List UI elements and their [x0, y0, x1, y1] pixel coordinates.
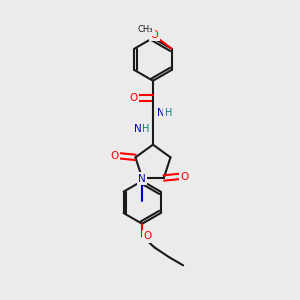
Text: N: N [134, 124, 141, 134]
Text: H: H [142, 124, 149, 134]
Text: O: O [143, 231, 152, 241]
Text: CH₃: CH₃ [138, 25, 153, 34]
Text: O: O [129, 93, 137, 103]
Text: H: H [165, 108, 172, 118]
Text: O: O [181, 172, 189, 182]
Text: O: O [110, 151, 119, 161]
Text: N: N [138, 174, 146, 184]
Text: O: O [151, 30, 158, 40]
Text: N: N [157, 108, 165, 118]
